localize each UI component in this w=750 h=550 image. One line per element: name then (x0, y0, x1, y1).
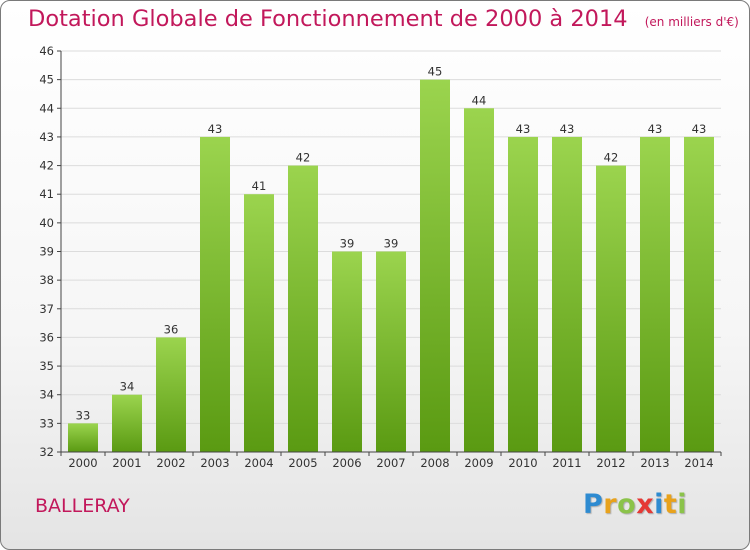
x-tick-label: 2010 (508, 456, 537, 470)
bar (68, 423, 98, 452)
y-tick-label: 42 (39, 159, 54, 173)
y-tick-label: 40 (39, 216, 54, 230)
proxiti-logo[interactable]: Proxiti (583, 489, 687, 520)
x-tick-label: 2008 (420, 456, 449, 470)
bar (420, 79, 450, 453)
y-tick-label: 44 (39, 101, 54, 115)
bar (156, 337, 186, 452)
y-tick-label: 33 (39, 416, 54, 430)
x-tick-label: 2012 (596, 456, 625, 470)
y-tick-label: 38 (39, 273, 54, 287)
x-tick-label: 2014 (684, 456, 713, 470)
x-tick-label: 2013 (640, 456, 669, 470)
y-tick-label: 35 (39, 359, 54, 373)
data-label: 44 (472, 93, 487, 107)
data-label: 45 (428, 65, 443, 79)
logo-letter: o (617, 489, 637, 520)
bar (596, 165, 626, 453)
bar (288, 165, 318, 453)
x-tick-label: 2001 (112, 456, 141, 470)
bar (112, 394, 142, 452)
chart-subtitle: (en milliers d'€) (644, 15, 739, 29)
data-label: 41 (252, 179, 267, 193)
data-label: 43 (692, 122, 707, 136)
x-tick-label: 2005 (288, 456, 317, 470)
title-row: Dotation Globale de Fonctionnement de 20… (28, 6, 739, 32)
data-label: 43 (648, 122, 663, 136)
x-tick-label: 2002 (156, 456, 185, 470)
data-label: 43 (560, 122, 575, 136)
x-tick-label: 2011 (552, 456, 581, 470)
y-tick-label: 46 (39, 44, 54, 58)
bar (332, 251, 362, 452)
logo-letter: i (677, 489, 688, 520)
x-tick-label: 2003 (200, 456, 229, 470)
bar (464, 108, 494, 453)
x-tick-label: 2007 (376, 456, 405, 470)
x-tick-label: 2004 (244, 456, 273, 470)
data-label: 42 (296, 151, 311, 165)
bar (244, 194, 274, 452)
bar (684, 136, 714, 452)
bars: 33 34 36 43 41 42 39 39 45 44 43 43 42 43 43 (68, 65, 714, 453)
logo-letter: P (583, 489, 604, 520)
y-tick-label: 43 (39, 130, 54, 144)
logo-letter: r (603, 489, 618, 520)
data-label: 42 (604, 151, 619, 165)
y-tick-label: 45 (39, 73, 54, 87)
y-tick-label: 34 (39, 388, 54, 402)
data-label: 33 (76, 408, 91, 422)
data-label: 43 (516, 122, 531, 136)
x-tick-label: 2006 (332, 456, 361, 470)
bar (508, 136, 538, 452)
bar (552, 136, 582, 452)
bar (640, 136, 670, 452)
logo-letter: t (663, 489, 678, 520)
data-label: 43 (208, 122, 223, 136)
x-tick-label: 2000 (68, 456, 97, 470)
axes: 32 33 34 35 36 37 38 39 40 41 42 43 44 45 46 2000 2001 20… (39, 44, 722, 470)
data-label: 39 (384, 237, 399, 251)
data-label: 39 (340, 237, 355, 251)
bar (200, 136, 230, 452)
chart-title: Dotation Globale de Fonctionnement de 20… (28, 6, 628, 32)
y-tick-label: 37 (39, 302, 54, 316)
logo-letter: i (654, 489, 664, 520)
bar (376, 251, 406, 452)
y-tick-label: 41 (39, 187, 54, 201)
y-tick-label: 36 (39, 330, 54, 344)
data-label: 36 (164, 322, 179, 336)
commune-name: BALLERAY (35, 495, 130, 517)
data-label: 34 (120, 380, 135, 394)
y-tick-label: 32 (39, 445, 54, 459)
y-tick-label: 39 (39, 245, 54, 259)
logo-letter: x (636, 489, 655, 520)
x-tick-label: 2009 (464, 456, 493, 470)
